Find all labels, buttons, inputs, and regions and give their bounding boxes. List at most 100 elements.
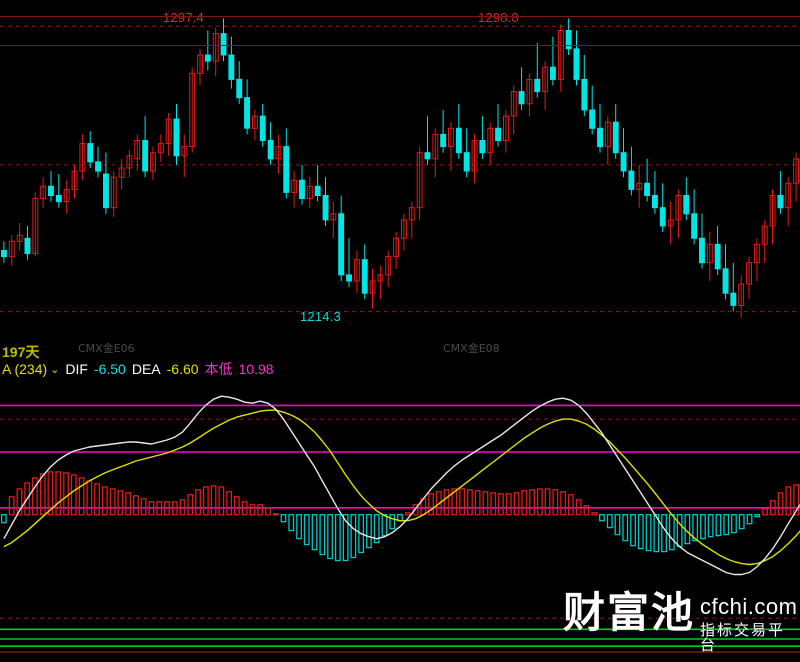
macd-hist-bar: [591, 512, 598, 516]
price-low-label-left: 1214.3: [300, 309, 341, 324]
indicator-name-label[interactable]: A (234): [2, 361, 48, 377]
candle: [581, 55, 588, 117]
macd-hist-bar: [474, 490, 481, 516]
macd-hist-bar: [39, 473, 46, 516]
macd-indicator-panel[interactable]: [0, 382, 800, 662]
candle: [291, 171, 298, 208]
macd-hist-bar: [700, 514, 706, 540]
candle: [652, 171, 658, 214]
candle: [212, 27, 219, 77]
macd-hist-bar: [148, 501, 155, 516]
macd-hist-bar: [133, 495, 139, 516]
macd-hist-bar: [109, 488, 116, 516]
macd-hist-bar: [692, 514, 699, 542]
candle: [252, 110, 258, 141]
macd-hist-bar: [746, 514, 753, 525]
chevron-down-icon[interactable]: ⌄: [50, 363, 60, 376]
macd-hist-bar: [661, 514, 667, 553]
candle: [197, 48, 204, 86]
macd-hist-bar: [630, 514, 636, 547]
macd-hist-bar: [210, 485, 217, 516]
candle: [565, 18, 572, 55]
macd-hist-bar: [78, 477, 85, 516]
macd-hist-bar: [63, 472, 69, 516]
candle: [165, 113, 172, 156]
macd-hist-bar: [226, 491, 233, 516]
macd-hist-bar: [303, 514, 310, 546]
price-chart-panel[interactable]: 1297.4 1298.8 1214.3 1204.0: [0, 0, 800, 336]
macd-hist-bar: [513, 492, 520, 516]
candlestick-canvas[interactable]: [0, 0, 800, 336]
macd-hist-bar: [195, 489, 201, 516]
macd-hist-bar: [272, 513, 279, 516]
macd-hist-bar: [536, 488, 543, 516]
macd-hist-bar: [117, 490, 124, 516]
macd-hist-bar: [342, 514, 349, 562]
candle: [503, 110, 509, 153]
candle: [471, 134, 478, 184]
macd-hist-bar: [443, 489, 450, 516]
candle: [542, 61, 549, 110]
candle: [604, 116, 611, 165]
candle: [110, 171, 117, 217]
macd-hist-bar: [366, 514, 372, 549]
macd-hist-bar: [793, 484, 800, 516]
macd-hist-bar: [676, 514, 683, 548]
dea-value: -6.60: [166, 361, 199, 377]
candle: [487, 122, 494, 165]
macd-hist-bar: [47, 471, 54, 516]
candle: [275, 134, 282, 175]
candle: [157, 134, 164, 162]
macd-canvas[interactable]: [0, 382, 800, 662]
candle: [597, 103, 603, 153]
candle: [761, 219, 768, 263]
candle: [636, 164, 643, 208]
macd-hist-bar: [70, 474, 77, 516]
macd-hist-bar: [599, 514, 605, 522]
candle: [479, 116, 486, 159]
candle: [118, 158, 125, 190]
candle: [746, 256, 752, 300]
candle: [16, 223, 23, 251]
candle: [322, 177, 329, 226]
candle: [424, 116, 431, 165]
candle: [236, 61, 243, 104]
panel-divider-top: [0, 16, 800, 17]
candle: [722, 244, 729, 300]
macd-hist-bar: [288, 514, 295, 532]
candle: [142, 116, 149, 178]
macd-hist-bar: [404, 512, 411, 516]
candle: [24, 226, 31, 260]
macd-hist-bar: [762, 508, 768, 516]
macd-hist-bar: [521, 490, 528, 516]
macd-hist-bar: [257, 504, 264, 516]
candle: [455, 103, 462, 159]
macd-hist-bar: [358, 514, 365, 554]
macd-hist-bar: [637, 514, 644, 550]
candle: [432, 128, 439, 178]
macd-hist-bar: [723, 514, 730, 536]
candle: [526, 73, 533, 117]
macd-hist-bar: [389, 514, 396, 530]
macd-hist-bar: [32, 477, 38, 516]
macd-hist-bar: [412, 504, 419, 516]
macd-hist-bar: [125, 492, 132, 516]
candle: [699, 213, 705, 269]
macd-hist-bar: [156, 501, 163, 516]
candle: [714, 226, 721, 275]
candle: [628, 146, 635, 196]
candle: [95, 146, 101, 178]
candle: [659, 183, 666, 233]
candle: [667, 201, 674, 245]
macd-hist-bar: [754, 514, 761, 518]
candle: [283, 128, 290, 199]
candle: [353, 250, 360, 294]
macd-hist-bar: [575, 499, 582, 516]
days-counter-label: 197天: [2, 344, 40, 360]
candle: [675, 189, 682, 239]
candle: [557, 24, 564, 92]
candle: [769, 189, 776, 245]
macd-hist-bar: [16, 488, 23, 516]
macd-dif-line: [3, 395, 800, 576]
